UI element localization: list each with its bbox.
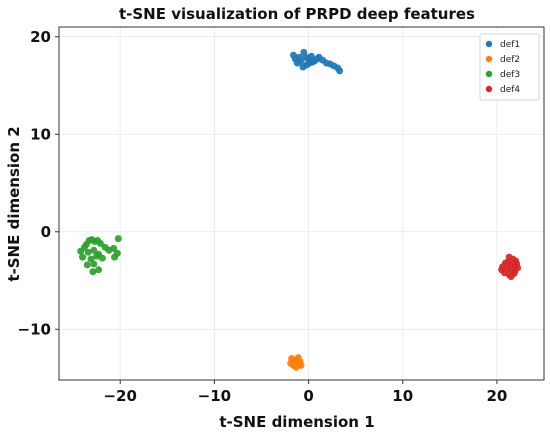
- axis-ticks: [55, 36, 498, 384]
- chart-title: t-SNE visualization of PRPD deep feature…: [119, 5, 475, 23]
- x-tick-label: 20: [486, 387, 507, 405]
- legend-box: [479, 33, 540, 101]
- def1-point: [293, 59, 301, 67]
- series-def1: [289, 48, 344, 75]
- legend-marker-def2: [485, 55, 493, 63]
- series-def2: [287, 354, 305, 371]
- def1-point: [308, 58, 316, 66]
- legend-marker-def3: [485, 70, 493, 78]
- plot-frame: [58, 26, 545, 381]
- y-tick-label: −10: [18, 320, 51, 338]
- def4-point: [510, 270, 518, 278]
- legend-label-def3: def3: [500, 70, 520, 80]
- legend-marker-def1: [485, 40, 493, 48]
- def4-point: [504, 258, 512, 266]
- def3-point: [90, 246, 98, 254]
- def3-point: [79, 253, 87, 261]
- def3-point: [111, 253, 119, 261]
- def3-point: [93, 252, 101, 260]
- y-tick-label: 10: [30, 125, 51, 143]
- scatter-points: [77, 48, 522, 371]
- tick-labels: −20 −10 0 10 20 −10 0 10 20: [18, 28, 508, 405]
- legend-label-def2: def2: [500, 55, 520, 65]
- def3-point: [90, 260, 98, 268]
- y-axis-label: t-SNE dimension 2: [5, 126, 23, 281]
- def3-point: [98, 254, 106, 262]
- legend-marker-def4: [485, 85, 493, 93]
- def3-point: [77, 247, 85, 255]
- def3-point: [89, 268, 97, 276]
- def3-point: [95, 266, 103, 274]
- gridlines: [59, 27, 544, 380]
- x-tick-label: −10: [198, 387, 231, 405]
- series-def4: [498, 253, 522, 281]
- def2-point: [287, 359, 295, 367]
- x-tick-label: 0: [303, 387, 313, 405]
- def2-point: [293, 358, 301, 366]
- y-tick-label: 20: [30, 28, 51, 46]
- def3-point: [83, 261, 91, 269]
- y-tick-label: 0: [41, 223, 51, 241]
- def1-point: [336, 67, 344, 75]
- legend-label-def4: def4: [500, 85, 520, 95]
- series-def3: [77, 235, 122, 276]
- legend: def1 def2 def3 def4: [479, 33, 540, 101]
- def3-point: [114, 235, 122, 243]
- def3-point: [110, 244, 118, 252]
- def4-point: [498, 266, 506, 274]
- x-tick-label: 10: [392, 387, 413, 405]
- def3-point: [96, 239, 104, 247]
- def1-point: [303, 61, 311, 69]
- legend-label-def1: def1: [500, 40, 520, 50]
- def3-point: [84, 248, 92, 256]
- x-axis-label: t-SNE dimension 1: [219, 413, 374, 431]
- x-tick-label: −20: [103, 387, 136, 405]
- def4-point: [513, 260, 521, 268]
